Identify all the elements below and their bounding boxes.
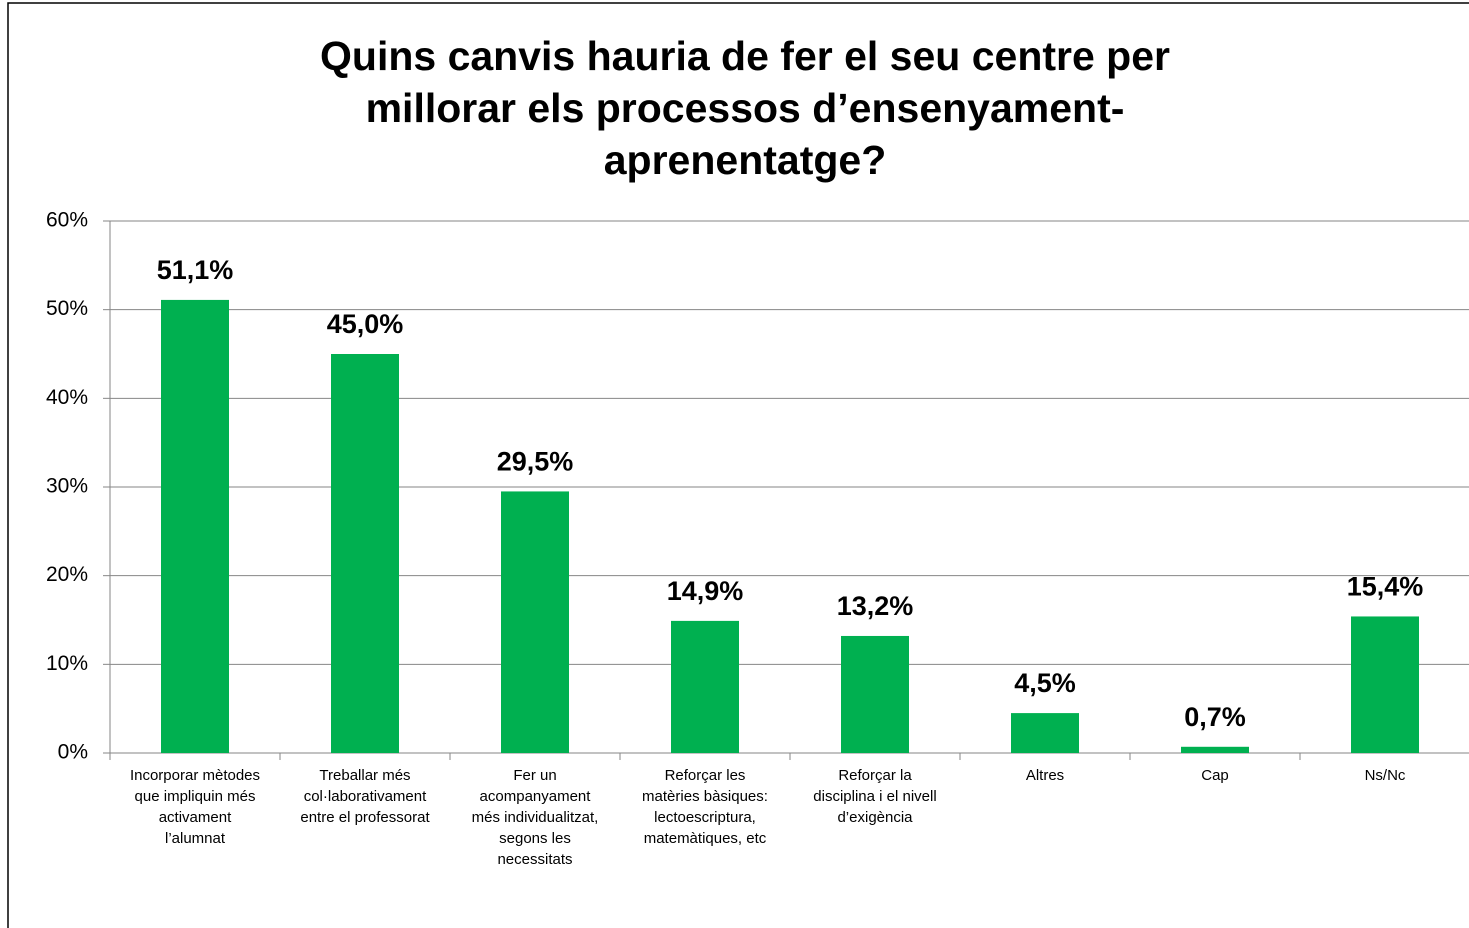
- x-tick-label: Cap: [1201, 767, 1229, 784]
- x-tick-label: Altres: [1025, 767, 1065, 784]
- bar: [671, 620, 739, 753]
- chart-border: [7, 2, 1469, 928]
- y-tick-label: 10%: [46, 652, 88, 675]
- data-label: 45,0%: [327, 309, 404, 339]
- x-tick-label: Treballar més col·laborativament entre e…: [300, 767, 430, 826]
- bar: [841, 635, 909, 753]
- y-tick-label: 50%: [46, 297, 88, 320]
- data-label: 4,5%: [1014, 668, 1076, 698]
- data-label: 14,9%: [667, 576, 744, 606]
- y-tick-label: 0%: [58, 741, 88, 764]
- x-tick-label: Incorporar mètodes que impliquin més act…: [129, 767, 261, 847]
- data-label: 29,5%: [497, 447, 574, 477]
- data-label: 15,4%: [1347, 572, 1424, 602]
- bar: [1351, 616, 1419, 753]
- x-tick-label: Reforçar les matèries bàsiques: lectoesc…: [642, 767, 768, 847]
- chart-title: Quins canvis hauria de fer el seu centre…: [320, 33, 1170, 183]
- x-tick-label: Reforçar la disciplina i el nivell d’exi…: [813, 767, 937, 826]
- bar: [331, 354, 399, 753]
- y-tick-label: 30%: [46, 475, 88, 498]
- data-label: 51,1%: [157, 255, 234, 285]
- y-tick-label: 40%: [46, 386, 88, 409]
- bar: [1181, 746, 1249, 753]
- bar: [501, 491, 569, 753]
- bar: [161, 299, 229, 753]
- bar: [1011, 713, 1079, 753]
- y-tick-label: 60%: [46, 209, 88, 232]
- x-tick-label: Ns/Nc: [1364, 767, 1406, 784]
- data-label: 13,2%: [837, 591, 914, 621]
- y-tick-label: 20%: [46, 563, 88, 586]
- data-label: 0,7%: [1184, 702, 1246, 732]
- x-tick-label: Fer un acompanyament més individualitzat…: [471, 767, 599, 868]
